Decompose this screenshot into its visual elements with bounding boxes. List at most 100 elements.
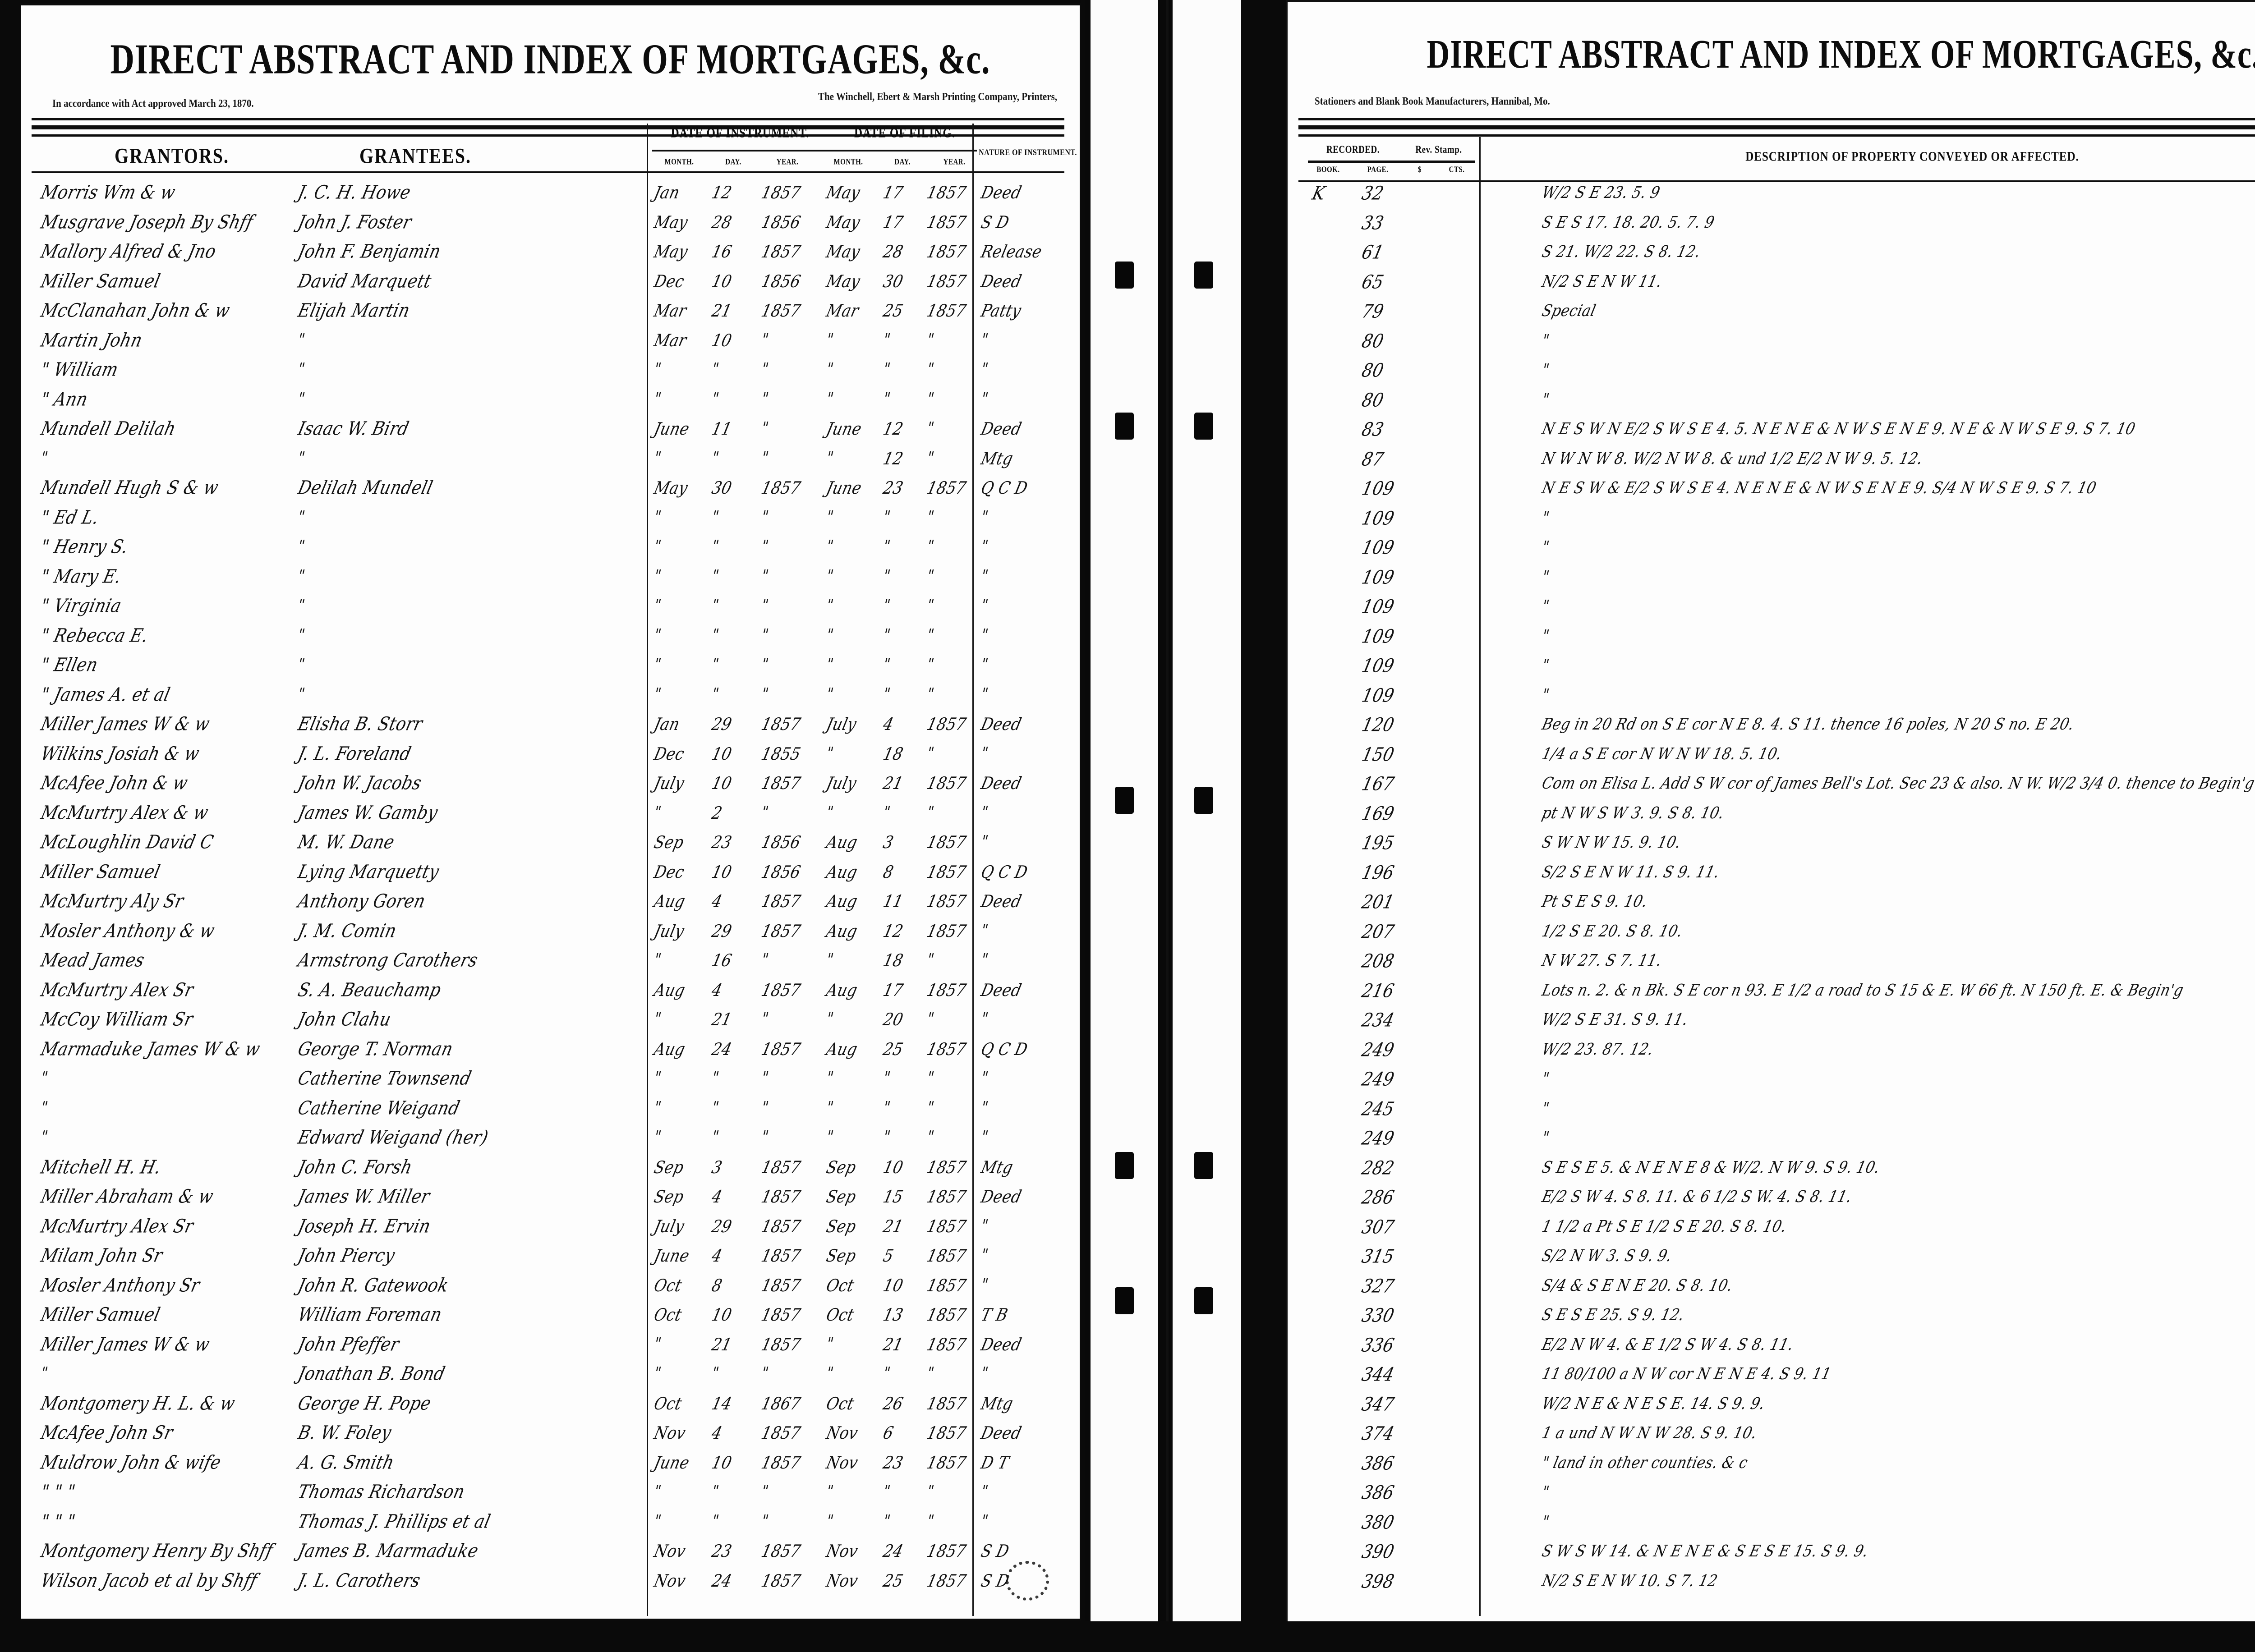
entry-grantor: " Rebecca E. (39, 625, 151, 647)
entry-grantee: Armstrong Carothers (296, 950, 480, 971)
entry-page: 245 (1360, 1098, 1396, 1120)
entry-desc: Com on Elisa L. Add S W cor of James Bel… (1540, 774, 2255, 793)
entry-fm: Aug (824, 920, 860, 941)
ditto-mark: " (881, 684, 893, 703)
header-grantees: GRANTEES. (359, 143, 472, 168)
entry-fd: 17 (881, 211, 906, 232)
ditto-mark: " (824, 1482, 836, 1501)
entry-id: 10 (710, 773, 734, 793)
subheader-instr-month: MONTH. (664, 158, 694, 167)
entry-fd: 12 (881, 448, 906, 468)
entry-page: 109 (1360, 537, 1396, 559)
entry-page: 216 (1360, 980, 1396, 1002)
entry-fd: 11 (881, 891, 906, 911)
ditto-mark: " (979, 596, 990, 615)
entry-fm: June (824, 477, 864, 498)
entry-desc: N W 27. S 7. 11. (1540, 951, 1664, 970)
entry-nature: Mtg (979, 1156, 1015, 1177)
ditto-mark: " (710, 1363, 721, 1382)
ditto-mark: " (979, 1511, 990, 1530)
entry-iy: 1857 (759, 477, 803, 498)
ditto-mark: " (39, 1068, 50, 1087)
ditto-mark: " (759, 1068, 771, 1087)
entry-fd: 15 (881, 1186, 906, 1207)
entry-fd: 12 (881, 920, 906, 941)
entry-grantor: McLoughlin David C (39, 831, 216, 853)
ditto-mark: " (1540, 1128, 1551, 1147)
ditto-mark: " (1540, 537, 1551, 556)
subheader-filing-year: YEAR. (943, 158, 966, 167)
entry-fd: 26 (881, 1393, 906, 1413)
subheader-page: PAGE. (1367, 165, 1389, 174)
ditto-mark: " (710, 389, 721, 408)
ditto-mark: " (759, 537, 771, 555)
entry-grantor: McMurtry Alex Sr (39, 979, 196, 1001)
entry-page: 33 (1360, 212, 1386, 234)
entry-im: Mar (652, 300, 689, 321)
entry-id: 10 (710, 743, 734, 764)
ditto-mark: " (979, 359, 990, 378)
entry-grantor: McMurtry Alex Sr (39, 1216, 196, 1237)
entry-desc: N/2 S E N W 10. S 7. 12 (1540, 1571, 1720, 1590)
entry-page: 65 (1360, 271, 1386, 293)
entry-grantor: " " " (39, 1511, 78, 1533)
entry-id: 21 (710, 1334, 734, 1354)
header-date-of-filing: DATE OF FILING. (854, 126, 956, 141)
entry-fm: May (824, 241, 862, 262)
archive-seal-stamp (1006, 1561, 1049, 1601)
entry-nature: Deed (979, 773, 1024, 793)
entry-grantee: David Marquett (296, 271, 434, 292)
entry-desc: S/2 N W 3. S 9. 9. (1540, 1246, 1674, 1265)
entry-grantor: " James A. et al (39, 684, 172, 706)
entry-im: Sep (652, 1186, 686, 1207)
ditto-mark: " (759, 448, 771, 467)
entry-grantor: " " " (39, 1481, 78, 1503)
entry-im: Oct (652, 1304, 684, 1325)
entry-desc: S E S E 25. S 9. 12. (1540, 1305, 1686, 1324)
entry-grantee: John F. Benjamin (296, 241, 443, 262)
entry-fd: 5 (881, 1245, 896, 1266)
entry-im: May (652, 211, 690, 232)
entry-grantee: Catherine Weigand (296, 1097, 462, 1119)
entry-grantee: John W. Jacobs (296, 772, 424, 794)
entry-id: 23 (710, 1541, 734, 1561)
entry-fm: Oct (824, 1393, 856, 1413)
header-grantors: GRANTORS. (115, 143, 229, 168)
entry-iy: 1857 (759, 1275, 803, 1295)
entry-iy: 1857 (759, 714, 803, 734)
entry-id: 10 (710, 1452, 734, 1473)
entry-iy: 1857 (759, 1452, 803, 1473)
ditto-mark: " (881, 596, 893, 615)
ditto-mark: " (881, 566, 893, 585)
ditto-mark: " (1540, 567, 1551, 586)
entry-desc: 1 a und N W N W 28. S 9. 10. (1540, 1423, 1759, 1442)
entry-desc: W/2 S E 31. S 9. 11. (1540, 1010, 1690, 1029)
ditto-mark: " (1540, 597, 1551, 615)
subheader-filing-day: DAY. (894, 158, 911, 167)
ditto-mark: " (979, 330, 990, 349)
ditto-mark: " (759, 684, 771, 703)
ditto-mark: " (881, 1068, 893, 1087)
entry-iy: 1856 (759, 211, 803, 232)
entry-fd: 21 (881, 1334, 906, 1354)
ditto-mark: " (979, 1216, 990, 1235)
entry-page: 201 (1360, 891, 1396, 913)
entry-page: 386 (1360, 1453, 1396, 1474)
entry-page: 286 (1360, 1187, 1396, 1208)
entry-page: 207 (1360, 921, 1396, 943)
entry-page: 208 (1360, 950, 1396, 972)
entry-fm: Sep (824, 1245, 858, 1266)
ditto-mark: " (296, 655, 307, 674)
entry-im: Oct (652, 1275, 684, 1295)
entry-desc: 1/4 a S E cor N W N W 18. 5. 10. (1540, 744, 1784, 763)
entry-page: 386 (1360, 1482, 1396, 1504)
entry-grantor: Marmaduke James W & w (39, 1038, 262, 1060)
entry-nature: Deed (979, 1186, 1024, 1207)
entry-desc: N E S W N E/2 S W S E 4. 5. N E N E & N … (1540, 419, 2137, 438)
entry-fd: 17 (881, 979, 906, 1000)
ditto-mark: " (759, 625, 771, 644)
entry-nature: Q C D (979, 861, 1030, 882)
ditto-mark: " (979, 1275, 990, 1294)
entry-fm: Aug (824, 891, 860, 911)
entry-grantee: J. M. Comin (296, 920, 399, 942)
